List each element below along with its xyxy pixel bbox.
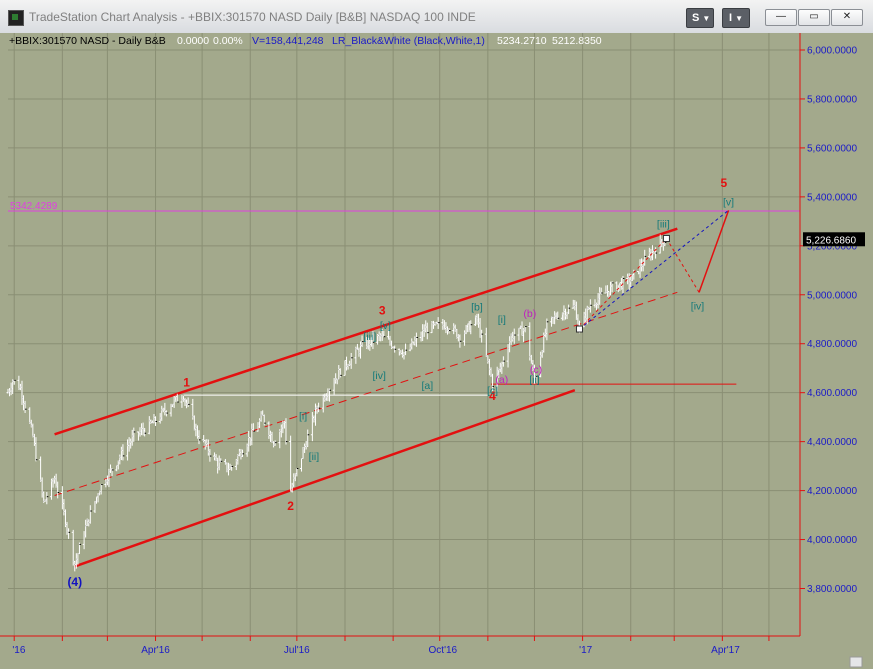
chevron-down-icon: ▼ [735, 14, 743, 23]
time-tick-label: '17 [579, 645, 592, 656]
wave-label: (b) [523, 308, 536, 320]
indicator-value-2: 5212.8350 [552, 35, 602, 47]
chart-area[interactable]: 5342.4289 (4) 1 2 3 4 5 [i] [ii] [iii] [v] [iv] [a]… [0, 33, 873, 669]
chart-header: +BBIX:301570 NASD - Daily B&B 0.0000 0.0… [9, 35, 602, 47]
net-change: 0.0000 [177, 35, 209, 47]
last-price-badge [803, 232, 865, 247]
wave-label: [ii] [529, 374, 540, 386]
reference-line-label: 5342.4289 [10, 201, 58, 212]
chevron-down-icon: ▼ [702, 14, 711, 23]
time-tick-label: '16 [12, 645, 25, 656]
indicator-name: LR_Black&White (Black,White,1) [332, 35, 485, 47]
anchor-point [662, 234, 670, 242]
wave-label: [ii] [309, 451, 320, 463]
price-axis-background [800, 33, 873, 669]
time-tick-label: Jul'16 [284, 645, 310, 656]
price-tick-label: 4,800.0000 [807, 339, 857, 350]
time-tick-label: Oct'16 [429, 645, 458, 656]
minimize-button[interactable]: — [765, 9, 797, 26]
time-axis[interactable]: '16 Apr'16 Jul'16 Oct'16 '17 Apr'17 [0, 635, 873, 669]
wave-label: [i] [498, 314, 506, 326]
time-axis-background [0, 636, 873, 669]
wave-label: [iii] [657, 218, 670, 230]
price-tick-label: 4,200.0000 [807, 486, 857, 497]
channel-line-lower [74, 389, 576, 568]
projection-wave-v [698, 210, 730, 293]
symbol-link-button[interactable]: S ▼ [686, 8, 714, 28]
close-button[interactable]: ✕ [831, 9, 863, 26]
scroll-right-handle[interactable] [849, 656, 863, 668]
title-bar: TradeStation Chart Analysis - +BBIX:3015… [0, 0, 873, 34]
wave-label: 5 [721, 176, 728, 190]
price-tick-label: 4,000.0000 [807, 535, 857, 546]
symbol-link-label: S [692, 12, 700, 24]
channel-line-middle [54, 291, 678, 496]
price-axis[interactable]: 3,800.0000 4,000.0000 4,200.0000 4,400.0000… [799, 33, 873, 669]
indicator-link-label: I [729, 12, 733, 24]
wave-label: (c) [530, 364, 542, 376]
indicator-value-1: 5234.2710 [497, 35, 547, 47]
wave-label: [v] [723, 196, 734, 208]
wave-label: [v] [380, 320, 391, 332]
indicator-link-button[interactable]: I ▼ [722, 8, 750, 28]
wave-label: [iv] [372, 370, 386, 382]
wave-label: 3 [379, 303, 386, 317]
price-chart[interactable]: 5342.4289 (4) 1 2 3 4 5 [i] [ii] [iii] [v] [iv] [a]… [0, 33, 873, 669]
wave-label: (a) [495, 374, 508, 386]
wave-label: 2 [287, 499, 294, 513]
horizontal-lines: 5342.4289 [8, 201, 800, 396]
volume-readout: V=158,441,248 [252, 35, 324, 47]
price-tick-label: 5,600.0000 [807, 143, 857, 154]
wave-label: [c] [487, 385, 498, 397]
time-tick-label: Apr'16 [141, 645, 170, 656]
grid-lines [8, 33, 800, 636]
percent-change: 0.00% [213, 35, 243, 47]
price-tick-label: 5,800.0000 [807, 94, 857, 105]
anchor-point [575, 325, 583, 333]
wave-label: [iv] [691, 300, 705, 312]
maximize-button[interactable]: ▭ [798, 9, 830, 26]
wave-label: [i] [299, 411, 307, 423]
price-tick-label: 4,400.0000 [807, 437, 857, 448]
projection-wave-iv [666, 238, 700, 293]
wave-label: [a] [421, 380, 433, 392]
price-bars [6, 234, 667, 572]
price-tick-label: 5,200.0000 [807, 241, 857, 252]
wave-labels: (4) 1 2 3 4 5 [i] [ii] [iii] [v] [iv] [a] [b] [c] [i] [… [67, 176, 734, 589]
time-tick-label: Apr'17 [711, 645, 740, 656]
projection-wave-iii [579, 238, 667, 330]
channel-lines [54, 227, 678, 568]
tradestation-app-icon [8, 10, 24, 26]
price-tick-label: 5,400.0000 [807, 192, 857, 203]
price-tick-label: 5,000.0000 [807, 290, 857, 301]
last-price-label: 5,226.6860 [806, 235, 856, 246]
projection-blue-target [579, 209, 729, 330]
window-title: TradeStation Chart Analysis - +BBIX:3015… [29, 10, 476, 24]
wave-label: (4) [67, 575, 82, 589]
price-tick-label: 3,800.0000 [807, 584, 857, 595]
channel-line-upper [54, 227, 678, 436]
symbol-description: +BBIX:301570 NASD - Daily B&B [9, 35, 166, 47]
price-tick-label: 6,000.0000 [807, 46, 857, 57]
wave-label: 4 [489, 389, 496, 403]
wave-label: [b] [471, 302, 483, 314]
wave-label: 1 [183, 376, 190, 390]
wave-label: [iii] [363, 331, 376, 343]
plot-background [8, 33, 800, 636]
price-tick-label: 4,600.0000 [807, 388, 857, 399]
projection-lines [575, 209, 730, 333]
